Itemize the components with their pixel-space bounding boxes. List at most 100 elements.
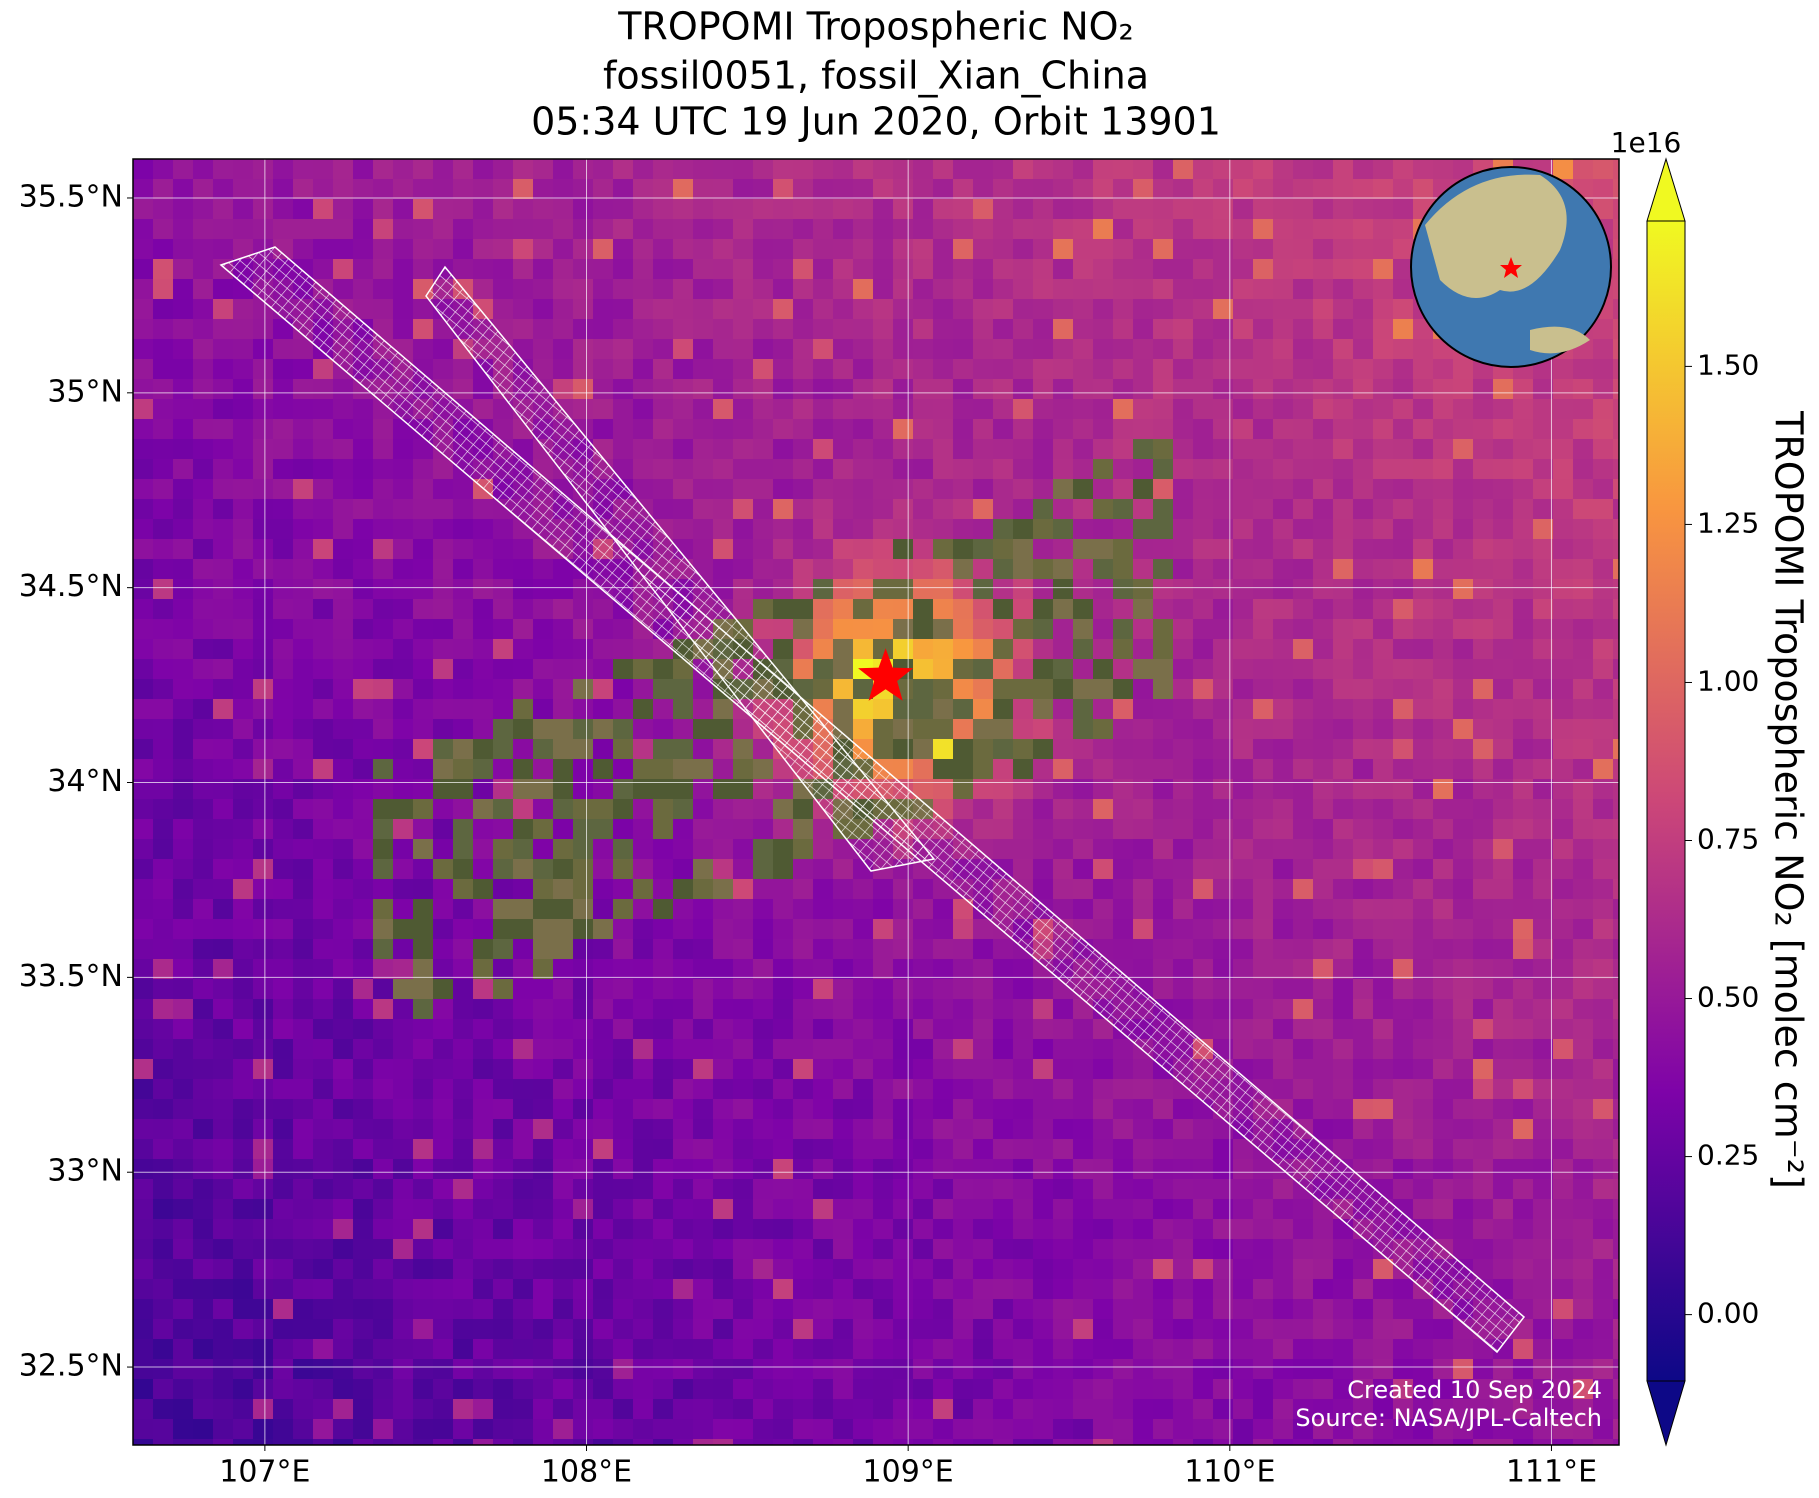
imagery-cell [253, 559, 274, 580]
imagery-cell [1033, 399, 1054, 420]
imagery-cell [453, 759, 474, 780]
imagery-cell [133, 339, 154, 360]
imagery-cell [833, 399, 854, 420]
imagery-cell [1253, 919, 1274, 940]
imagery-cell [1473, 779, 1494, 800]
imagery-cell [1593, 559, 1614, 580]
imagery-cell [253, 199, 274, 220]
imagery-cell [1253, 259, 1274, 280]
imagery-cell [833, 1199, 854, 1220]
imagery-cell [1153, 479, 1174, 500]
imagery-cell [273, 1139, 294, 1160]
imagery-cell [673, 239, 694, 260]
imagery-cell [413, 479, 434, 500]
imagery-cell [393, 819, 414, 840]
imagery-cell [473, 699, 494, 720]
imagery-cell [1153, 1259, 1174, 1280]
imagery-cell [1393, 979, 1414, 1000]
imagery-cell [1593, 799, 1614, 820]
imagery-cell [1113, 919, 1134, 940]
imagery-cell [313, 779, 334, 800]
imagery-cell [873, 1439, 894, 1445]
imagery-cell [733, 239, 754, 260]
imagery-cell [293, 879, 314, 900]
imagery-cell [813, 1359, 834, 1380]
imagery-cell [393, 1179, 414, 1200]
imagery-cell [1573, 1059, 1594, 1080]
imagery-cell [1413, 919, 1434, 940]
imagery-cell [133, 199, 154, 220]
imagery-cell [173, 699, 194, 720]
imagery-cell [213, 799, 234, 820]
imagery-cell [1013, 599, 1034, 620]
imagery-cell [1553, 799, 1574, 820]
imagery-cell [473, 1139, 494, 1160]
imagery-cell [393, 1299, 414, 1320]
imagery-cell [493, 1399, 514, 1420]
imagery-cell [973, 939, 994, 960]
imagery-cell [1053, 199, 1074, 220]
imagery-cell [1313, 779, 1334, 800]
imagery-cell [1153, 1379, 1174, 1400]
imagery-cell [1293, 199, 1314, 220]
imagery-cell [453, 1419, 474, 1440]
imagery-cell [473, 879, 494, 900]
imagery-cell [1533, 759, 1554, 780]
imagery-cell [493, 1019, 514, 1040]
imagery-cell [153, 979, 174, 1000]
imagery-cell [1313, 479, 1334, 500]
imagery-cell [153, 639, 174, 660]
imagery-cell [1593, 939, 1614, 960]
imagery-cell [253, 1299, 274, 1320]
imagery-cell [773, 539, 794, 560]
imagery-cell [973, 639, 994, 660]
imagery-cell [1293, 799, 1314, 820]
imagery-cell [913, 579, 934, 600]
imagery-cell [1153, 859, 1174, 880]
imagery-cell [1373, 679, 1394, 700]
imagery-cell [1133, 719, 1154, 740]
imagery-cell [1493, 719, 1514, 740]
imagery-cell [933, 1079, 954, 1100]
imagery-cell [1593, 499, 1614, 520]
imagery-cell [433, 599, 454, 620]
imagery-cell [433, 699, 454, 720]
imagery-cell [873, 1259, 894, 1280]
imagery-cell [433, 1379, 454, 1400]
imagery-cell [393, 979, 414, 1000]
imagery-cell [913, 1399, 934, 1420]
imagery-cell [1133, 459, 1154, 480]
imagery-cell [533, 1299, 554, 1320]
imagery-cell [733, 939, 754, 960]
imagery-cell [853, 719, 874, 740]
imagery-cell [1053, 1419, 1074, 1440]
imagery-cell [1193, 379, 1214, 400]
imagery-cell [1113, 879, 1134, 900]
imagery-cell [1493, 799, 1514, 820]
imagery-cell [233, 859, 254, 880]
imagery-cell [333, 699, 354, 720]
imagery-cell [1493, 1119, 1514, 1140]
imagery-cell [1193, 879, 1214, 900]
imagery-cell [393, 799, 414, 820]
imagery-cell [933, 319, 954, 340]
imagery-cell [953, 399, 974, 420]
imagery-cell [993, 639, 1014, 660]
imagery-cell [353, 479, 374, 500]
imagery-cell [953, 1339, 974, 1360]
imagery-cell [673, 1279, 694, 1300]
imagery-cell [1553, 479, 1574, 500]
imagery-cell [413, 1319, 434, 1340]
imagery-cell [1073, 739, 1094, 760]
imagery-cell [1213, 619, 1234, 640]
imagery-cell [1553, 1439, 1574, 1445]
imagery-cell [1313, 219, 1334, 240]
imagery-cell [233, 1199, 254, 1220]
imagery-cell [753, 899, 774, 920]
imagery-cell [613, 1359, 634, 1380]
imagery-cell [1033, 819, 1054, 840]
imagery-cell [413, 859, 434, 880]
imagery-cell [513, 259, 534, 280]
imagery-cell [753, 739, 774, 760]
imagery-cell [413, 839, 434, 860]
